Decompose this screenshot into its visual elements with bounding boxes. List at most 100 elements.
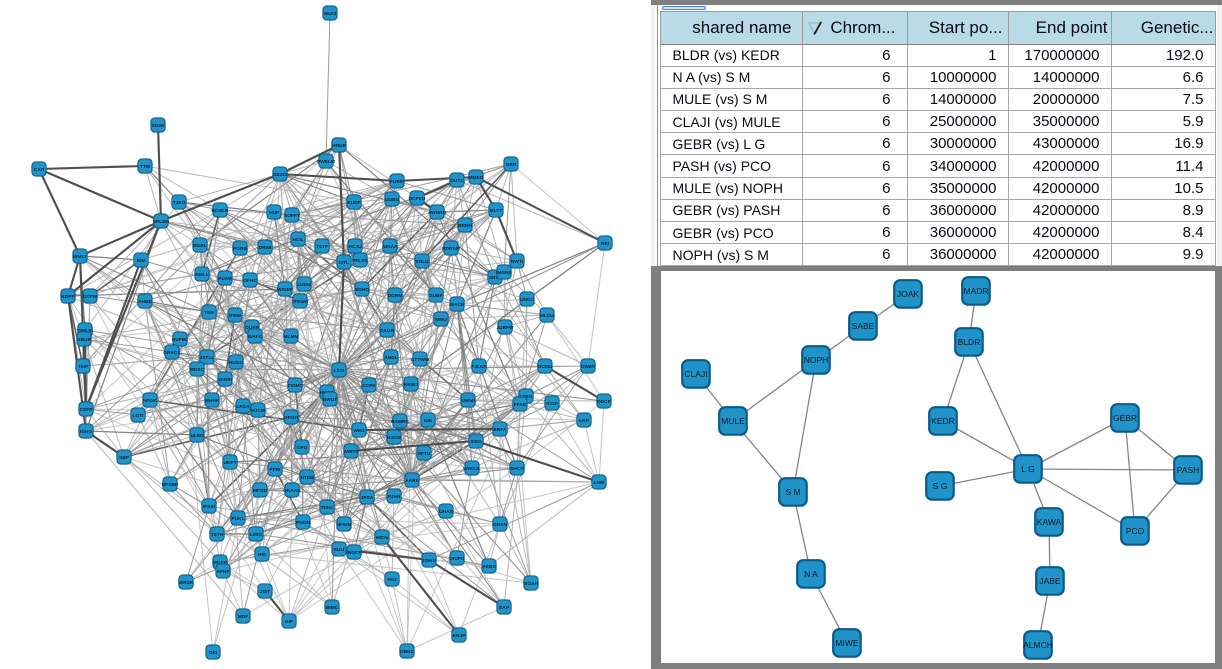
svg-text:NWTI: NWTI (511, 259, 524, 265)
svg-text:HFWM: HFWM (337, 522, 352, 528)
svg-text:LRSA: LRSA (236, 404, 250, 410)
svg-text:PFRI: PFRI (270, 467, 282, 473)
svg-text:SABE: SABE (852, 321, 875, 331)
svg-text:SBP: SBP (119, 455, 130, 461)
svg-text:JOAK: JOAK (897, 289, 920, 299)
svg-text:HUFBL: HUFBL (172, 337, 188, 343)
svg-text:OKAAG: OKAAG (283, 488, 301, 494)
svg-text:L G: L G (1021, 464, 1034, 474)
svg-text:MADR: MADR (963, 286, 988, 296)
svg-text:GIP: GIP (285, 619, 294, 625)
svg-text:BRNH: BRNH (458, 223, 472, 229)
svg-text:GRACC: GRACC (163, 350, 181, 356)
svg-text:LMIO: LMIO (250, 532, 262, 538)
svg-text:SGIW: SGIW (152, 123, 165, 129)
svg-text:IMGNS: IMGNS (496, 270, 513, 276)
svg-text:BIMC: BIMC (326, 605, 339, 611)
svg-text:HTEB: HTEB (300, 475, 314, 481)
svg-text:ANDL: ANDL (384, 355, 397, 361)
svg-text:TSTF: TSTF (316, 244, 328, 250)
svg-text:LUDH: LUDH (297, 282, 311, 288)
svg-text:KEDR: KEDR (931, 416, 955, 426)
svg-text:TWAJC: TWAJC (77, 328, 94, 334)
svg-text:NWUT: NWUT (323, 397, 337, 403)
svg-text:PWELM: PWELM (317, 159, 335, 165)
svg-text:OAGR: OAGR (380, 328, 395, 334)
svg-text:WMJ: WMJ (353, 428, 365, 434)
svg-text:RDSC: RDSC (190, 367, 204, 373)
svg-text:KNJP: KNJP (453, 633, 467, 639)
svg-text:GEBR: GEBR (1113, 413, 1137, 423)
svg-text:SFTU: SFTU (418, 451, 431, 457)
svg-text:HUF: HUF (269, 210, 279, 216)
svg-text:DDCP: DDCP (597, 399, 611, 405)
svg-text:LKP: LKP (579, 418, 589, 424)
svg-text:RMLL: RMLL (195, 272, 208, 278)
svg-text:TTM: TTM (140, 164, 150, 170)
svg-text:NEI: NEI (601, 241, 610, 247)
svg-text:IHS: IHS (258, 552, 267, 558)
svg-text:GNSN: GNSN (493, 522, 507, 528)
svg-text:SNTL: SNTL (489, 275, 502, 281)
svg-text:LTRO: LTRO (520, 394, 533, 400)
svg-text:EOAH: EOAH (524, 581, 538, 587)
svg-text:WHHK: WHHK (205, 398, 220, 404)
svg-text:AFNP: AFNP (216, 569, 230, 575)
svg-text:UWMI: UWMI (461, 398, 475, 404)
svg-text:WAFC: WAFC (248, 334, 263, 340)
svg-text:HUGO: HUGO (229, 360, 244, 366)
svg-text:INGCF: INGCF (347, 550, 362, 556)
svg-text:N A: N A (804, 569, 818, 579)
svg-text:JPSA: JPSA (361, 495, 374, 501)
svg-text:WUCI: WUCI (324, 11, 337, 17)
svg-text:LSSI: LSSI (334, 368, 345, 374)
svg-text:HCJU: HCJU (348, 244, 362, 250)
svg-text:NIGAA: NIGAA (382, 244, 398, 250)
svg-text:TIOMT: TIOMT (288, 383, 303, 389)
svg-text:GBUR: GBUR (77, 337, 92, 343)
svg-text:MMU: MMU (435, 317, 447, 323)
svg-text:HNUE: HNUE (332, 143, 346, 149)
svg-text:DGRM: DGRM (388, 293, 403, 299)
svg-text:ERFA: ERFA (494, 427, 507, 433)
svg-text:UUBS: UUBS (385, 197, 399, 203)
svg-text:MMED: MMED (469, 175, 484, 181)
svg-text:RIM: RIM (137, 258, 146, 264)
svg-text:EAP: EAP (499, 605, 510, 611)
svg-text:OCMU: OCMU (538, 364, 553, 370)
svg-text:KNLD: KNLD (415, 259, 429, 265)
svg-text:SUBF: SUBF (429, 293, 442, 299)
svg-text:AHBE: AHBE (138, 299, 152, 305)
svg-text:TETH: TETH (211, 532, 224, 538)
svg-text:IFSIH: IFSIH (203, 504, 216, 510)
svg-text:EDHO: EDHO (355, 287, 369, 293)
svg-text:RCMLR: RCMLR (211, 208, 229, 214)
svg-text:JKDRI: JKDRI (218, 377, 233, 383)
svg-text:TFEWR: TFEWR (291, 299, 309, 305)
svg-text:FJLKR: FJLKR (471, 364, 487, 370)
svg-text:RUIJ: RUIJ (334, 547, 345, 553)
svg-text:MLMM: MLMM (284, 334, 299, 340)
svg-text:GRR: GRR (506, 162, 517, 168)
svg-text:LNIE: LNIE (594, 480, 606, 486)
svg-text:JIST: JIST (260, 589, 270, 595)
svg-text:PFLSS: PFLSS (352, 258, 368, 264)
svg-text:EPLBH: EPLBH (153, 219, 170, 225)
svg-text:PUKL: PUKL (231, 516, 244, 522)
svg-text:OFHC: OFHC (243, 278, 257, 284)
svg-text:TEB: TEB (204, 310, 214, 316)
svg-text:OKI: OKI (209, 650, 218, 656)
svg-text:WMLT: WMLT (73, 254, 87, 260)
svg-text:CAR: CAR (34, 167, 45, 173)
svg-text:JSTLL: JSTLL (200, 355, 215, 361)
svg-text:FURIF: FURIF (390, 179, 404, 185)
svg-text:WWSJL: WWSJL (463, 466, 481, 472)
svg-text:BAMRC: BAMRC (391, 419, 409, 425)
svg-text:SISO: SISO (470, 439, 482, 445)
svg-text:JABE: JABE (1039, 576, 1061, 586)
svg-text:JDWO: JDWO (422, 558, 437, 564)
svg-text:PNGN: PNGN (296, 520, 310, 526)
svg-text:ICGF: ICGF (546, 401, 558, 407)
svg-text:MGEE: MGEE (213, 560, 228, 566)
svg-text:GPGH: GPGH (284, 415, 299, 421)
